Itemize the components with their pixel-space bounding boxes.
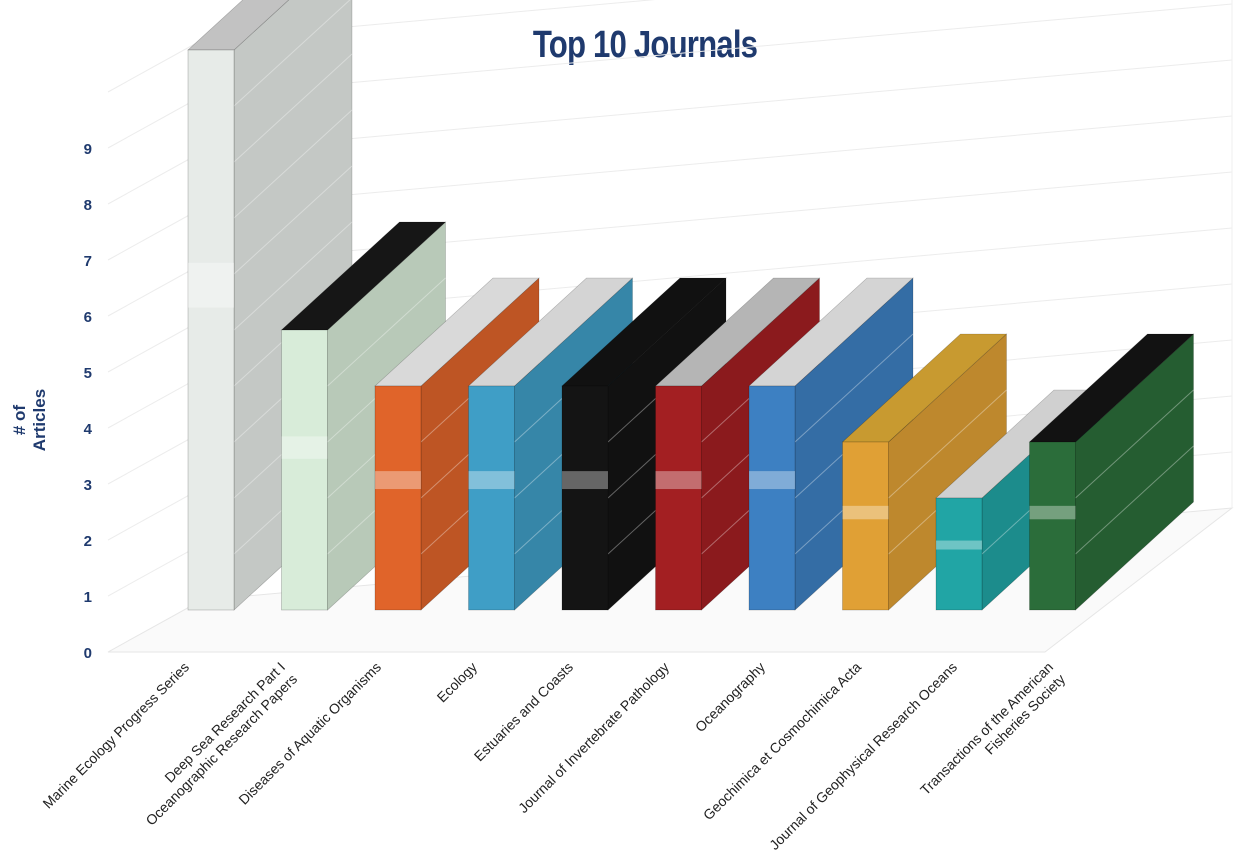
y-tick-label: 8 <box>84 197 92 214</box>
bar-front-band <box>749 471 795 490</box>
gridline-side <box>107 487 203 541</box>
gridline-side <box>107 95 203 149</box>
bar <box>1028 333 1195 611</box>
x-tick-label-line: Marine Ecology Progress Series <box>39 659 192 812</box>
gridline-side <box>107 263 203 317</box>
bar-side-stripe <box>233 165 353 275</box>
x-tick-label: Journal of Invertebrate Pathology <box>515 659 672 816</box>
x-tick-label: Estuaries and Coasts <box>471 659 576 764</box>
bar-front <box>561 385 609 611</box>
y-tick-label: 3 <box>84 477 92 494</box>
y-tick-label: 1 <box>84 589 92 606</box>
x-tick-label: Oceanography <box>692 659 768 735</box>
gridline <box>201 171 1233 265</box>
x-tick-label: Journal of Geophysical Research Oceans <box>766 659 960 853</box>
bar-front-band <box>375 471 421 490</box>
bar-front-band <box>936 540 982 550</box>
gridline-side <box>107 151 203 205</box>
bar-front <box>1029 441 1076 611</box>
gridline-side <box>107 375 203 429</box>
gridline <box>201 115 1233 209</box>
bar-side-stripe <box>233 109 353 219</box>
y-tick-label: 2 <box>84 533 92 550</box>
bar-side-stripe <box>1075 389 1194 499</box>
y-tick-label: 0 <box>84 645 92 662</box>
x-tick-label-line: Journal of Invertebrate Pathology <box>515 659 672 816</box>
x-tick-label-line: Journal of Geophysical Research Oceans <box>766 659 960 853</box>
gridline <box>201 3 1233 97</box>
bar-front-band <box>655 471 702 490</box>
x-tick-label-line: Ecology <box>434 659 481 706</box>
y-tick-label: 4 <box>84 421 93 438</box>
bar-front-band <box>188 262 234 308</box>
y-tick-labels: 0 1 2 3 4 5 6 7 8 9 <box>84 141 93 662</box>
bar-side-stripe <box>233 0 351 107</box>
bar-front <box>281 329 328 611</box>
gridline-side <box>107 543 203 597</box>
bar-front <box>655 385 702 611</box>
y-tick-label: 7 <box>84 253 92 270</box>
x-tick-label-line: Oceanography <box>692 659 768 735</box>
gridline-side <box>107 431 203 485</box>
bar-front <box>748 385 796 611</box>
gridline-side <box>107 39 203 93</box>
bar-front <box>374 385 422 611</box>
gridline <box>201 59 1233 153</box>
y-tick-label: 6 <box>84 309 92 326</box>
bar-front <box>842 441 889 611</box>
x-tick-label-line: Geochimica et Cosmochimica Acta <box>700 659 864 823</box>
x-tick-label: Ecology <box>434 659 481 706</box>
chart-title: Top 10 Journals <box>532 24 758 66</box>
bar-front-band <box>562 471 608 490</box>
bars-layer <box>187 0 1195 611</box>
x-tick-label: Marine Ecology Progress Series <box>39 659 192 812</box>
bar-front <box>187 49 235 611</box>
bar-side-stripe <box>233 53 353 163</box>
bar-front <box>468 385 515 611</box>
y-tick-label: 9 <box>84 141 92 158</box>
gridline-side <box>107 207 203 261</box>
bar-front-band <box>281 436 328 459</box>
bar-front-band <box>1029 505 1076 520</box>
gridline-side <box>107 319 203 373</box>
y-tick-label: 5 <box>84 365 92 382</box>
gridline <box>201 0 656 41</box>
bar-front-band <box>842 505 889 520</box>
bar-side-stripe <box>327 277 446 387</box>
x-tick-label-line: Estuaries and Coasts <box>471 659 576 764</box>
bar-side-stripe <box>888 389 1007 499</box>
bar-side-stripe <box>794 333 914 443</box>
bar-side-stripe <box>233 221 353 331</box>
bar-front <box>935 497 983 611</box>
bar-side-stripe <box>1075 445 1194 555</box>
x-tick-label: Geochimica et Cosmochimica Acta <box>700 659 864 823</box>
bar-front-band <box>468 471 515 490</box>
